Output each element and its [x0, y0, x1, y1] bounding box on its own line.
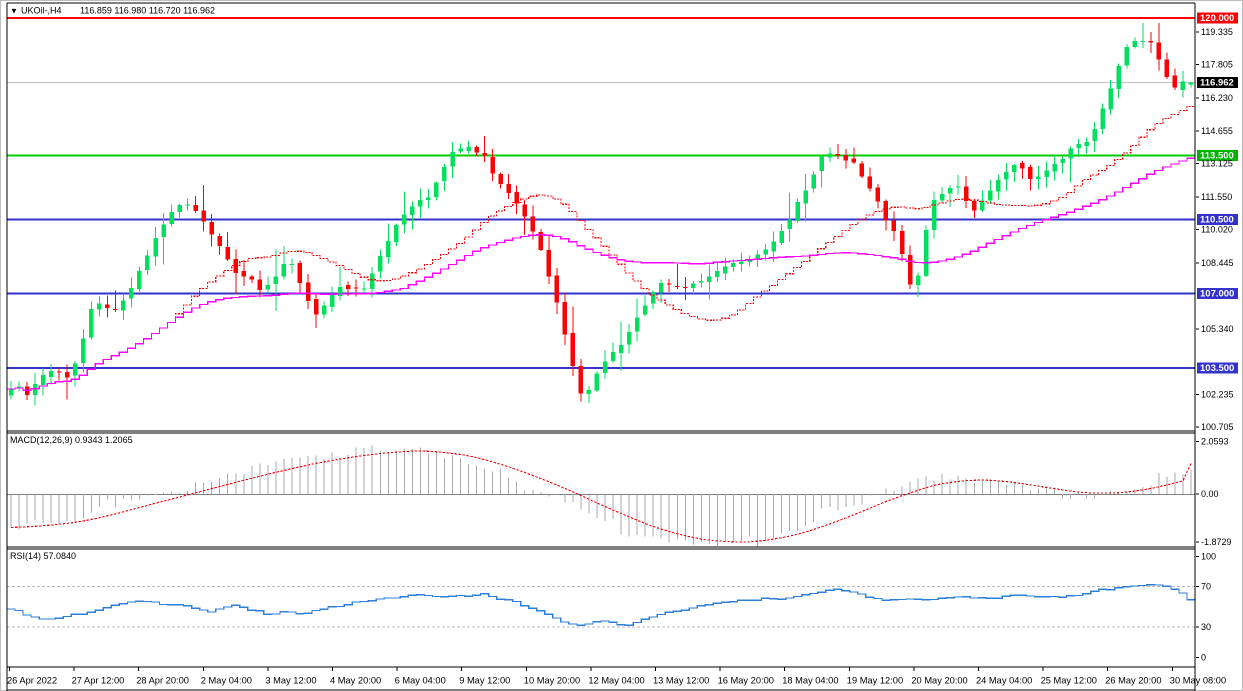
svg-text:107.000: 107.000: [1200, 289, 1234, 300]
svg-text:108.445: 108.445: [1201, 258, 1234, 268]
svg-text:114.655: 114.655: [1201, 126, 1233, 136]
svg-text:2 May 04:00: 2 May 04:00: [201, 675, 252, 685]
svg-text:105.340: 105.340: [1201, 324, 1234, 334]
svg-text:26 Apr 2022: 26 Apr 2022: [7, 675, 57, 685]
svg-text:30 May 08:00: 30 May 08:00: [1170, 675, 1226, 685]
svg-text:6 May 04:00: 6 May 04:00: [395, 675, 446, 685]
svg-text:12 May 04:00: 12 May 04:00: [588, 675, 644, 685]
svg-text:111.550: 111.550: [1201, 192, 1232, 202]
svg-text:0: 0: [1201, 653, 1206, 663]
svg-text:MACD(12,26,9) 0.9343 1.2065: MACD(12,26,9) 0.9343 1.2065: [10, 435, 133, 445]
svg-text:3 May 12:00: 3 May 12:00: [265, 675, 316, 685]
svg-text:26 May 20:00: 26 May 20:00: [1105, 675, 1161, 685]
svg-text:120.000: 120.000: [1200, 13, 1234, 24]
svg-text:10 May 20:00: 10 May 20:00: [524, 675, 580, 685]
svg-text:20 May 20:00: 20 May 20:00: [911, 675, 967, 685]
svg-text:24 May 04:00: 24 May 04:00: [976, 675, 1032, 685]
svg-text:110.020: 110.020: [1201, 225, 1233, 235]
svg-text:RSI(14) 57.0840: RSI(14) 57.0840: [10, 551, 76, 561]
svg-text:102.235: 102.235: [1201, 390, 1234, 400]
svg-text:116.962: 116.962: [1200, 77, 1234, 88]
svg-text:4 May 20:00: 4 May 20:00: [330, 675, 381, 685]
svg-text:27 Apr 12:00: 27 Apr 12:00: [72, 675, 125, 685]
svg-text:▼: ▼: [10, 7, 18, 16]
svg-text:116.230: 116.230: [1201, 93, 1233, 103]
svg-text:UKOil-,H4: UKOil-,H4: [21, 6, 62, 16]
svg-text:16 May 20:00: 16 May 20:00: [718, 675, 774, 685]
svg-text:-1.8729: -1.8729: [1201, 537, 1232, 547]
svg-text:117.805: 117.805: [1201, 59, 1233, 69]
svg-text:2.0593: 2.0593: [1201, 436, 1229, 446]
svg-text:116.859 116.980 116.720 116.96: 116.859 116.980 116.720 116.962: [80, 6, 215, 16]
svg-text:18 May 04:00: 18 May 04:00: [782, 675, 838, 685]
svg-text:119.335: 119.335: [1201, 27, 1233, 37]
svg-text:13 May 12:00: 13 May 12:00: [653, 675, 709, 685]
svg-text:100.705: 100.705: [1201, 422, 1234, 432]
svg-text:30: 30: [1201, 622, 1211, 632]
svg-text:70: 70: [1201, 582, 1211, 592]
svg-text:113.125: 113.125: [1201, 159, 1233, 169]
svg-text:25 May 12:00: 25 May 12:00: [1041, 675, 1097, 685]
svg-text:103.500: 103.500: [1200, 363, 1234, 374]
svg-text:28 Apr 20:00: 28 Apr 20:00: [136, 675, 189, 685]
svg-text:0.00: 0.00: [1201, 489, 1219, 499]
svg-text:19 May 12:00: 19 May 12:00: [847, 675, 903, 685]
svg-text:9 May 12:00: 9 May 12:00: [459, 675, 510, 685]
svg-text:100: 100: [1201, 551, 1216, 561]
